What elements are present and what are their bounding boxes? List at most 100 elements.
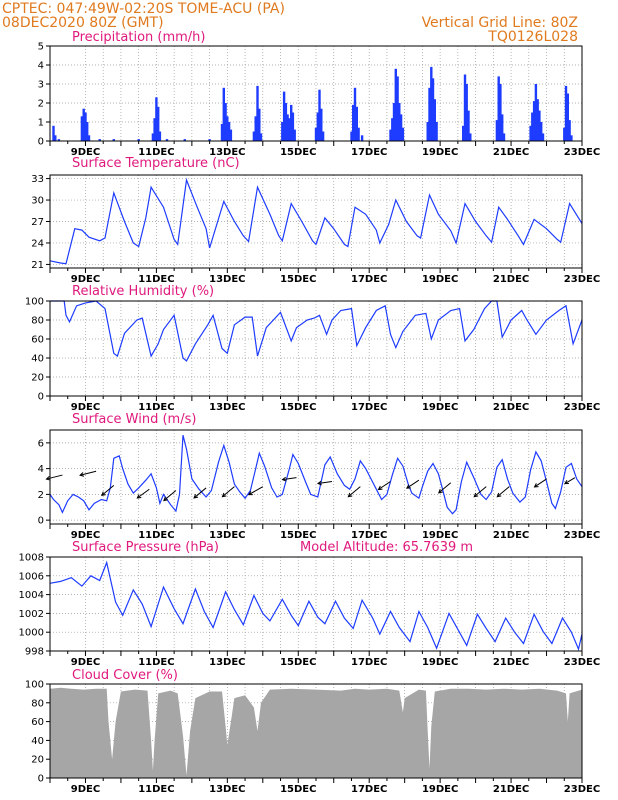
temp-series-line <box>49 177 583 265</box>
wind-vector-arrowhead <box>496 492 502 498</box>
cloud-x-tick-label: 11DEC <box>138 784 174 795</box>
precipitation-bar <box>222 87 225 141</box>
rh-y-tick-label: 20 <box>31 373 44 384</box>
wind-x-tick-label: 13DEC <box>209 530 245 541</box>
precipitation-bar <box>497 76 500 141</box>
precipitation-bar <box>399 114 403 141</box>
precipitation-bar <box>229 129 233 141</box>
precipitation-bar <box>540 122 543 141</box>
wind-vector-arrow <box>378 481 391 490</box>
precipitation-bar <box>430 66 433 141</box>
wind-vector-arrowhead <box>163 496 168 502</box>
precipitation-bar <box>314 127 318 141</box>
cloud-y-tick-label: 60 <box>31 717 44 728</box>
precipitation-bar <box>352 104 355 141</box>
precipitation-bar <box>531 112 534 141</box>
precipitation-bar <box>355 106 358 141</box>
precipitation-bar <box>502 133 506 141</box>
precipitation-bar <box>165 139 169 141</box>
humidity-panel-title: Relative Humidity (%) <box>72 284 214 299</box>
precipitation-bar <box>290 104 293 141</box>
wind-x-tick-label: 11DEC <box>138 530 174 541</box>
precip-y-tick-label: 2 <box>38 99 44 110</box>
wind-vector-arrow <box>438 482 452 494</box>
precipitation-bar <box>426 122 429 141</box>
rh-x-tick-label: 11DEC <box>138 402 174 413</box>
precipitation-bar <box>389 129 392 141</box>
precipitation-bar <box>392 103 396 141</box>
pres-series-line <box>49 560 583 652</box>
precipitation-bar <box>391 118 394 141</box>
wind-vector-arrowhead <box>473 492 479 498</box>
precipitation-bar <box>282 91 286 141</box>
wind-vector-arrow <box>317 481 333 485</box>
precipitation-bar <box>258 108 261 141</box>
wind-vector-arrow <box>193 487 207 499</box>
precipitation-bar <box>98 139 101 141</box>
wind-vector-arrowhead <box>281 476 287 482</box>
precipitation-bar <box>433 99 436 141</box>
precipitation-bar <box>316 112 319 141</box>
precipitation-bar <box>87 135 91 141</box>
header-run-date: 08DEC2020 80Z (GMT) <box>2 15 164 31</box>
wind-vector-arrowhead <box>193 494 199 499</box>
cloud-x-tick-label: 15DEC <box>280 784 316 795</box>
cloud-y-tick-label: 80 <box>31 698 44 709</box>
precipitation-bar <box>112 139 115 141</box>
precipitation-bar <box>428 87 431 141</box>
temp-x-tick-label: 9DEC <box>71 274 100 285</box>
wind-vector-arrow <box>222 486 235 498</box>
precipitation-bar <box>155 97 158 141</box>
precip-x-tick-label: 9DEC <box>71 147 100 158</box>
temperature-panel-title: Surface Temperature (nC) <box>72 156 240 171</box>
wind-vector-arrow <box>473 486 487 498</box>
wind-x-tick-label: 15DEC <box>280 530 316 541</box>
wind-x-tick-label: 19DEC <box>422 530 458 541</box>
wind-panel: Surface Wind (m/s) 0 2 4 6 9DEC 11DEC 13DEC 15D… <box>38 412 601 541</box>
temp-y-tick-label: 30 <box>31 196 44 207</box>
wind-vector-arrow <box>46 474 63 480</box>
wind-vector-arrowhead <box>101 491 106 497</box>
rh-x-tick-label: 21DEC <box>493 402 529 413</box>
precipitation-bar <box>224 103 227 141</box>
precipitation-bar <box>563 127 566 141</box>
precipitation-panel: Precipitation (mm/h) 0 1 2 3 4 5 9DEC 11DEC 13DE… <box>38 30 601 158</box>
rh-y-tick-label: 60 <box>31 335 44 346</box>
wind-vector-arrowhead <box>316 480 322 486</box>
cloud-x-tick-label: 17DEC <box>351 784 387 795</box>
precipitation-bar <box>286 114 289 141</box>
pres-y-tick-label: 1006 <box>19 571 44 582</box>
rh-x-tick-label: 9DEC <box>71 402 100 413</box>
precipitation-bar <box>532 101 536 141</box>
precipitation-bar <box>357 127 360 141</box>
wind-vector-arrowhead <box>347 492 353 498</box>
precipitation-bar <box>80 116 84 141</box>
precip-x-tick-label: 13DEC <box>209 147 245 158</box>
wind-x-tick-label: 17DEC <box>351 530 387 541</box>
cloud-y-tick-label: 0 <box>38 774 44 785</box>
pres-y-tick-label: 1000 <box>19 628 44 639</box>
temp-x-tick-label: 21DEC <box>493 274 529 285</box>
cloud-x-tick-label: 19DEC <box>422 784 458 795</box>
precipitation-bar <box>501 114 504 141</box>
precipitation-bar <box>538 110 541 141</box>
precip-x-tick-label: 21DEC <box>493 147 529 158</box>
precipitation-bar <box>281 122 284 141</box>
precipitation-bar <box>227 122 231 141</box>
cloud-y-tick-label: 20 <box>31 755 44 766</box>
wind-vector-arrowhead <box>533 483 539 488</box>
wind-vector-arrowhead <box>377 485 383 491</box>
cloud-x-tick-label: 9DEC <box>71 784 100 795</box>
pres-x-tick-label: 15DEC <box>280 657 316 668</box>
precipitation-bar <box>288 118 291 141</box>
wind-x-tick-label: 9DEC <box>71 530 100 541</box>
precip-x-tick-label: 15DEC <box>280 147 316 158</box>
wind-y-tick-label: 4 <box>38 464 44 475</box>
precipitation-bar <box>495 120 499 141</box>
wind-vector-arrow <box>282 477 297 481</box>
cloud-x-tick-label: 23DEC <box>564 784 600 795</box>
temp-y-tick-label: 21 <box>31 260 44 271</box>
temp-x-tick-label: 15DEC <box>280 274 316 285</box>
temp-x-tick-label: 17DEC <box>351 274 387 285</box>
